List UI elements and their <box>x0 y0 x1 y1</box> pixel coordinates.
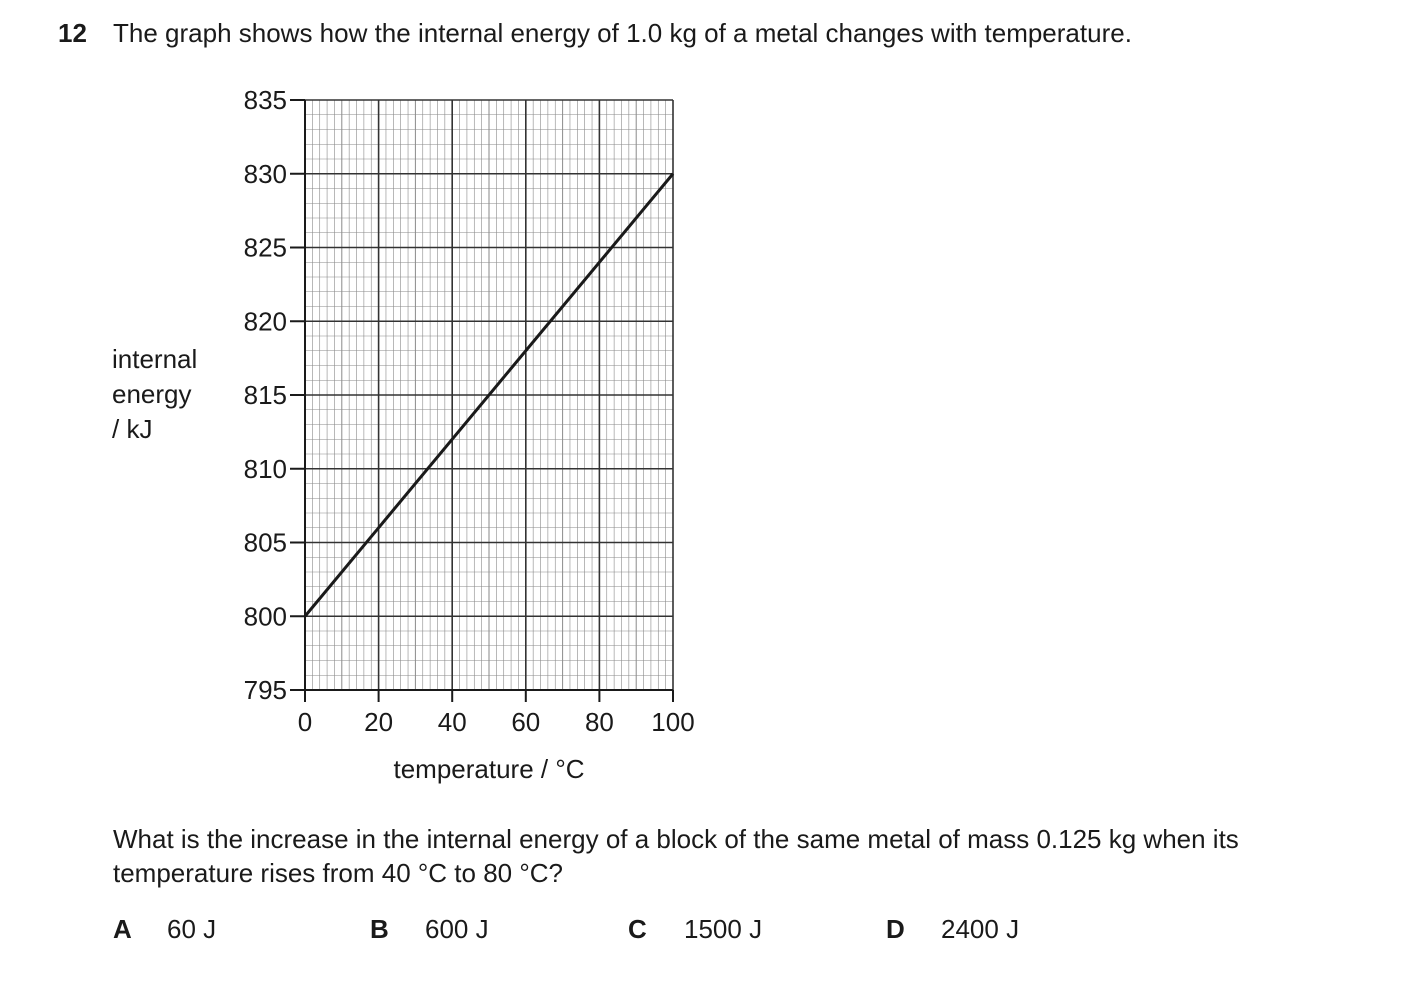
y-tick-label: 815 <box>244 380 287 410</box>
option-c-value: 1500 J <box>684 914 763 944</box>
y-tick-label: 795 <box>244 675 287 705</box>
option-c[interactable]: C 1500 J <box>628 914 762 945</box>
x-tick-label: 20 <box>364 707 393 737</box>
y-tick-label: 835 <box>244 85 287 115</box>
y-tick-label: 810 <box>244 454 287 484</box>
x-tick-label: 0 <box>298 707 312 737</box>
y-tick-label: 805 <box>244 528 287 558</box>
x-tick-label: 60 <box>511 707 540 737</box>
x-tick-label: 80 <box>585 707 614 737</box>
y-tick-label: 820 <box>244 306 287 336</box>
y-axis-label-line-1: internal <box>112 344 198 374</box>
y-tick-label: 830 <box>244 159 287 189</box>
option-c-letter: C <box>628 914 647 944</box>
question-prompt: What is the increase in the internal ene… <box>113 824 1239 888</box>
option-d-value: 2400 J <box>941 914 1020 944</box>
option-a[interactable]: A 60 J <box>113 914 216 945</box>
option-b-value: 600 J <box>425 914 489 944</box>
option-b-letter: B <box>370 914 389 944</box>
axis-ticks <box>290 99 674 702</box>
y-axis-label: internal energy / kJ <box>112 342 197 447</box>
option-b[interactable]: B 600 J <box>370 914 489 945</box>
question-number: 12 <box>58 18 87 48</box>
data-series <box>303 172 675 618</box>
y-axis-label-line-3: / kJ <box>112 414 153 444</box>
y-tick-label: 825 <box>244 233 287 263</box>
y-tick-label: 800 <box>244 601 287 631</box>
question-stem: The graph shows how the internal energy … <box>113 18 1132 48</box>
option-d[interactable]: D 2400 J <box>886 914 1019 945</box>
x-tick-label: 100 <box>651 707 694 737</box>
series-line <box>303 172 675 618</box>
option-a-letter: A <box>113 914 132 944</box>
option-d-letter: D <box>886 914 905 944</box>
x-axis-label: temperature / °C <box>393 754 584 784</box>
axis-tick-labels: 795 800 805 810 815 820 825 830 835 0 20 40 60 80 100 <box>244 85 695 737</box>
x-tick-label: 40 <box>438 707 467 737</box>
option-a-value: 60 J <box>167 914 217 944</box>
y-axis-label-line-2: energy <box>112 379 192 409</box>
